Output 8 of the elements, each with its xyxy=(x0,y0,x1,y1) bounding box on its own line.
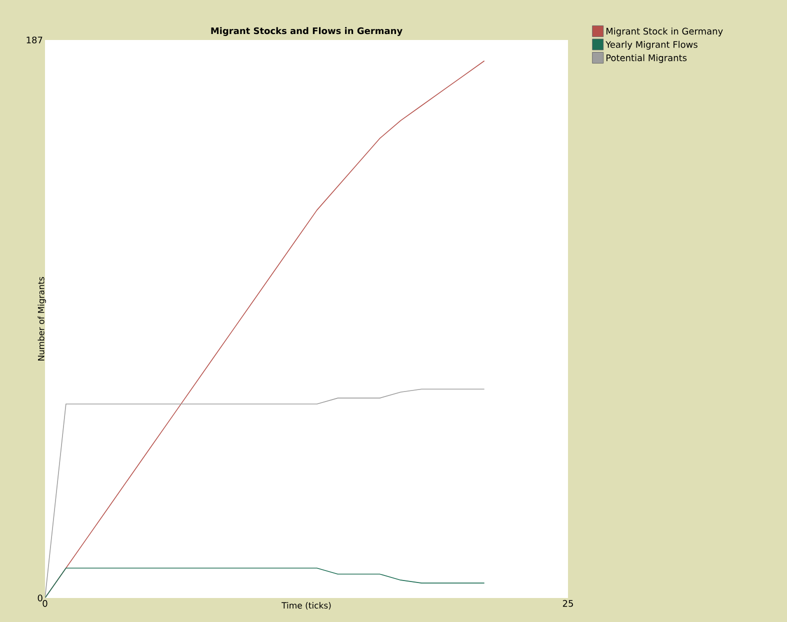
y-tick-label: 187 xyxy=(26,36,42,44)
chart-title: Migrant Stocks and Flows in Germany xyxy=(211,27,402,36)
legend-label: Potential Migrants xyxy=(606,54,687,63)
x-axis-title: Time (ticks) xyxy=(282,602,331,610)
y-axis-title: Number of Migrants xyxy=(38,277,46,360)
legend-label: Yearly Migrant Flows xyxy=(606,40,698,50)
legend-label: Migrant Stock in Germany xyxy=(606,28,723,36)
x-tick-label: 25 xyxy=(562,600,573,607)
